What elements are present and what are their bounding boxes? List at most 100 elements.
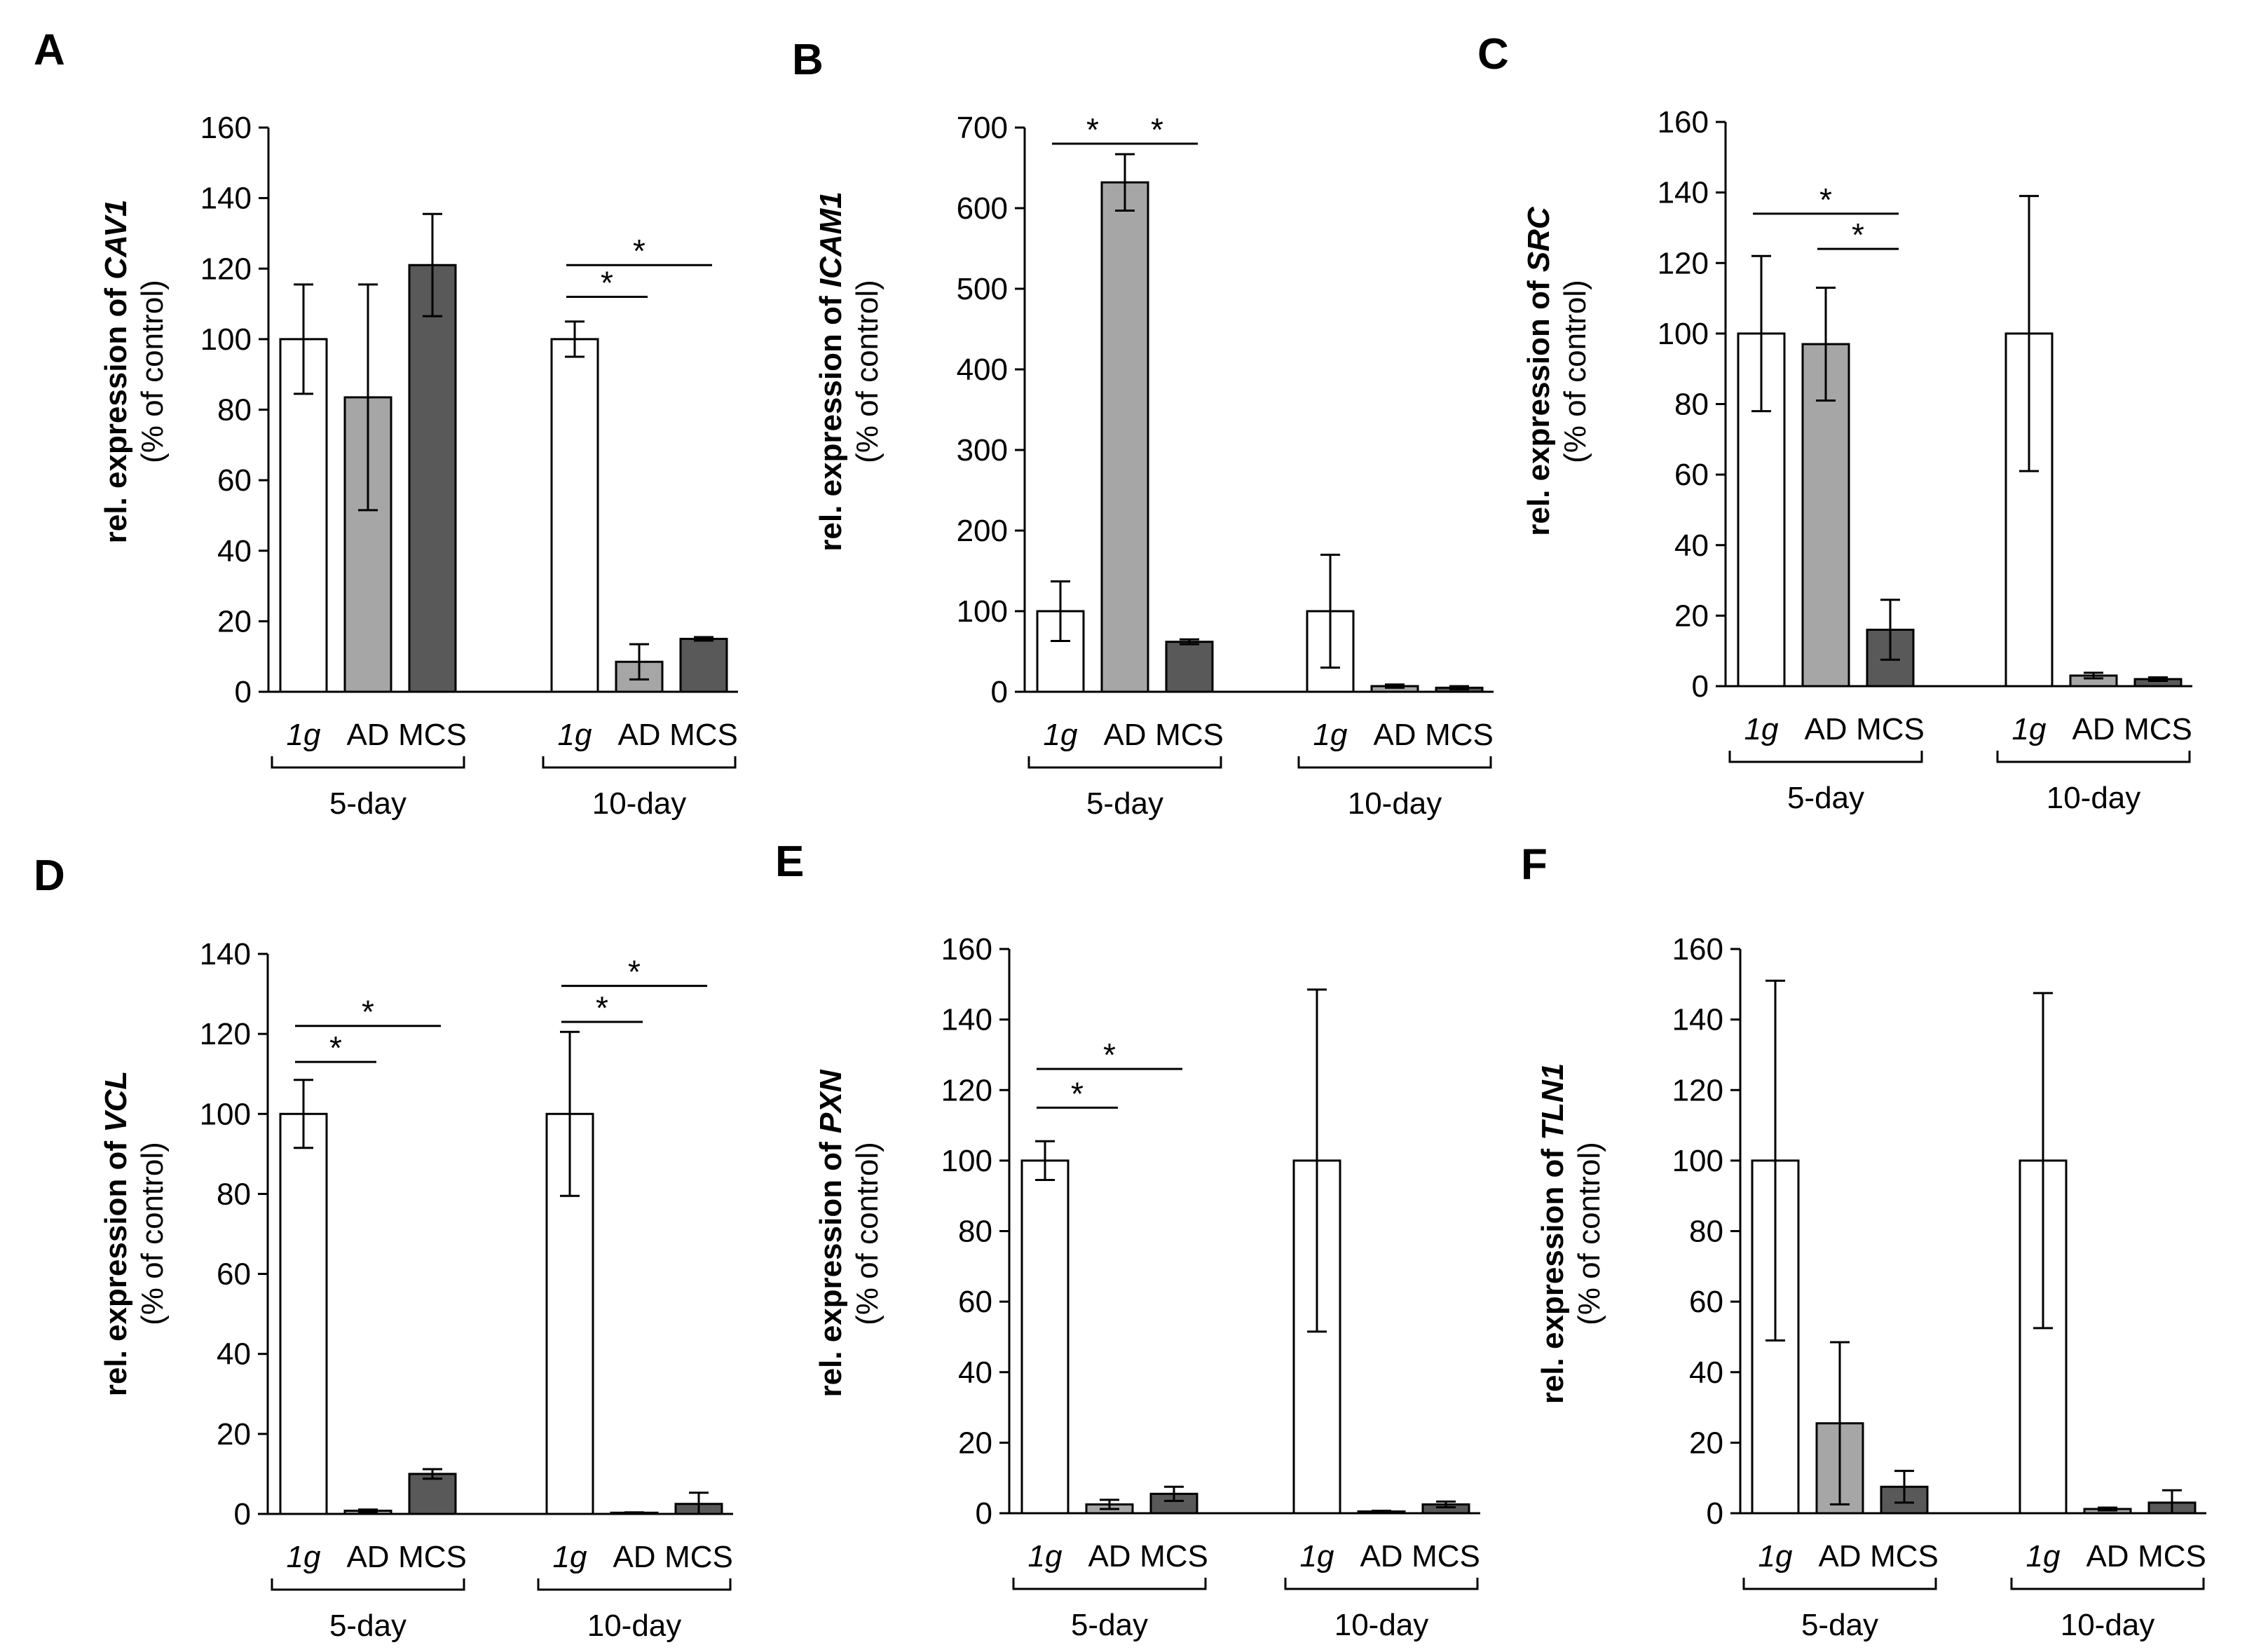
- panel-c-group-bracket: [1728, 751, 1923, 763]
- panel-e-y-tick-label: 20: [958, 1426, 992, 1460]
- panel-d-significance-mark: *: [362, 994, 374, 1030]
- panel-f-category-label: AD: [1818, 1539, 1861, 1574]
- panel-d-group-label: 5-day: [329, 1609, 407, 1643]
- panel-c-y-tick-label: 140: [1658, 176, 1709, 210]
- panel-e-letter: E: [775, 838, 804, 886]
- panel-a-group-bracket: [271, 756, 465, 769]
- panel-b-bar-5-day-1g: [1036, 610, 1085, 693]
- panel-d-significance-mark: *: [596, 990, 608, 1026]
- panel-a-category-label: MCS: [669, 718, 738, 752]
- panel-e-y-tick-label: 80: [958, 1215, 992, 1249]
- panel-b-category-label: 1g: [1044, 718, 1078, 752]
- panel-b-group-bracket: [1297, 756, 1492, 769]
- panel-f-letter: F: [1521, 840, 1548, 889]
- panel-a-y-tick-label: 120: [200, 252, 252, 286]
- panel-d-y-tick-label: 80: [217, 1177, 251, 1211]
- panel-b-category-label: 1g: [1313, 718, 1348, 752]
- panel-f-group-bracket: [2010, 1578, 2205, 1590]
- panel-a-y-tick-label: 140: [200, 182, 252, 216]
- panel-c-significance-mark: *: [1852, 217, 1864, 253]
- panel-a-y-tick-label: 60: [217, 463, 252, 498]
- panel-f-y-label: rel. expression of TLN1: [1536, 1063, 1570, 1405]
- panel-d-category-label: 1g: [287, 1540, 321, 1574]
- panel-b-bar-5-day-AD: [1100, 181, 1149, 693]
- panel-b-letter: B: [792, 36, 824, 84]
- panel-e-y-tick-label: 140: [941, 1003, 992, 1037]
- panel-f-y-tick-label: 60: [1689, 1285, 1723, 1319]
- panel-c-category-label: AD: [1804, 712, 1847, 746]
- panel-f-y-tick-label: 80: [1689, 1215, 1723, 1249]
- panel-c-group-label: 10-day: [2047, 781, 2141, 815]
- panel-c-y-tick-label: 120: [1658, 246, 1709, 280]
- panel-a-bar-10-day-MCS: [679, 638, 728, 693]
- panel-f-group-bracket: [1742, 1578, 1937, 1590]
- panel-e-y-tick-label: 40: [958, 1356, 992, 1390]
- panel-a-bar-5-day-MCS: [408, 264, 457, 693]
- panel-f-category-label: MCS: [1870, 1539, 1939, 1574]
- panel-c-y-tick-label: 20: [1674, 599, 1709, 633]
- panel-e-y-label: rel. expression of PXN: [814, 1069, 848, 1397]
- panel-d-bar-5-day-MCS: [408, 1473, 457, 1515]
- panel-f-y-tick-label: 20: [1689, 1426, 1723, 1460]
- panel-a-category-label: AD: [617, 718, 660, 752]
- panel-c-y-tick-label: 160: [1658, 105, 1709, 139]
- panel-b-y-label: rel. expression of ICAM1: [814, 191, 848, 551]
- panel-c-letter: C: [1477, 30, 1509, 78]
- panel-a-y-tick-label: 40: [217, 534, 252, 568]
- panel-c-group-label: 5-day: [1787, 781, 1864, 815]
- panel-e-y-tick-label: 100: [941, 1144, 992, 1178]
- panel-a-group-label: 5-day: [329, 786, 407, 821]
- panel-b-significance-mark: *: [1086, 111, 1099, 148]
- panel-a-y-tick-label: 80: [217, 393, 252, 428]
- panel-f-y-tick-label: 100: [1672, 1144, 1723, 1178]
- panel-a-y-tick-label: 100: [200, 322, 252, 357]
- panel-e-category-label: AD: [1360, 1539, 1402, 1574]
- panel-f-y-tick-label: 0: [1707, 1496, 1723, 1531]
- panel-b-group-label: 5-day: [1086, 786, 1163, 821]
- panel-f-category-label: 1g: [1758, 1539, 1793, 1574]
- panel-e-bar-5-day-1g: [1020, 1159, 1070, 1515]
- panel-b-y-tick-label: 700: [957, 111, 1008, 145]
- panel-e-significance-mark: *: [1071, 1075, 1084, 1112]
- panel-d-category-label: MCS: [664, 1540, 733, 1574]
- panel-e-category-label: 1g: [1028, 1539, 1063, 1574]
- panel-c-category-label: 1g: [2012, 712, 2047, 746]
- panel-b-category-label: AD: [1373, 718, 1416, 752]
- panel-a-y-tick-label: 20: [217, 604, 252, 639]
- panel-e-group-label: 10-day: [1334, 1608, 1429, 1642]
- panel-b-y-tick-label: 500: [957, 272, 1008, 306]
- panel-a-y-label-unit: (% of control): [135, 280, 170, 463]
- panel-b-significance-mark: *: [1151, 111, 1163, 148]
- panel-d-group-label: 10-day: [587, 1609, 682, 1643]
- panel-a-category-label: AD: [346, 718, 389, 752]
- panel-c-y-tick-label: 60: [1674, 458, 1709, 492]
- panel-d-category-label: AD: [613, 1540, 655, 1574]
- panel-e-significance-mark: *: [1103, 1037, 1116, 1073]
- panel-c-y-tick-label: 100: [1658, 317, 1709, 351]
- panel-d-group-bracket: [537, 1578, 732, 1591]
- panel-a-significance-mark: *: [633, 233, 646, 269]
- panel-e-y-tick-label: 0: [976, 1496, 992, 1531]
- panel-d-y-tick-label: 60: [217, 1257, 251, 1292]
- panel-b-y-label-unit: (% of control): [850, 280, 884, 463]
- panel-e-y-tick-label: 120: [941, 1073, 992, 1107]
- panel-b-bar-5-day-MCS: [1165, 641, 1214, 693]
- panel-b-category-label: MCS: [1155, 718, 1224, 752]
- panel-c-category-label: 1g: [1744, 712, 1779, 746]
- panel-a-group-label: 10-day: [592, 786, 687, 821]
- panel-f-category-label: 1g: [2026, 1539, 2061, 1574]
- panel-b-y-tick-label: 600: [957, 191, 1008, 226]
- panel-d-y-label: rel. expression of VCL: [99, 1071, 133, 1397]
- panel-d-category-label: MCS: [398, 1540, 467, 1574]
- panel-e-category-label: 1g: [1300, 1539, 1334, 1574]
- panel-d-significance-mark: *: [329, 1030, 342, 1066]
- panel-f-group-label: 5-day: [1801, 1608, 1878, 1642]
- panel-c-significance-mark: *: [1819, 182, 1832, 218]
- panel-f-group-label: 10-day: [2061, 1608, 2155, 1642]
- panel-d-significance-mark: *: [628, 954, 641, 990]
- panel-c-y-label-unit: (% of control): [1558, 280, 1592, 463]
- panel-e-group-bracket: [1012, 1578, 1207, 1590]
- panel-a-y-tick-label: 0: [235, 675, 252, 709]
- panel-e-category-label: MCS: [1140, 1539, 1208, 1574]
